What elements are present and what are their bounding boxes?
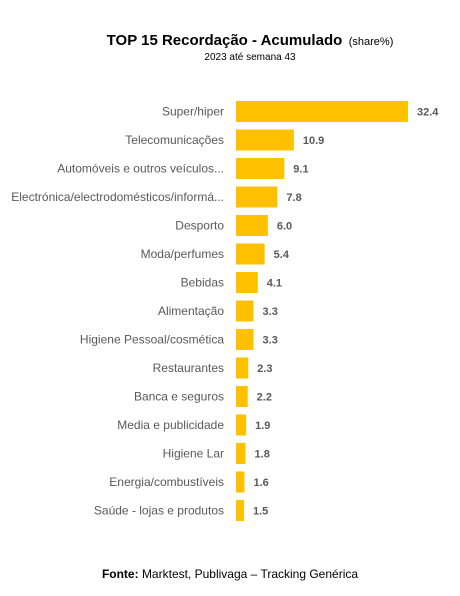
chart-title: TOP 15 Recordação - Acumulado [106,32,343,49]
data-label: 1.8 [255,449,270,461]
bar [236,158,285,179]
data-label: 1.5 [253,506,268,518]
source-note: Fonte: Marktest, Publivaga – Tracking Ge… [0,567,460,581]
data-label: 1.6 [253,477,268,489]
bar [236,215,268,236]
chart-title-unit: (share%) [348,36,394,48]
category-label: Electrónica/electrodomésticos/informá... [11,190,224,204]
data-label: 3.3 [263,306,278,318]
bar [236,243,265,265]
data-label: 6.0 [277,221,292,233]
category-label: Alimentação [158,304,224,318]
category-label: Media e publicidade [117,418,224,432]
bar [236,500,244,521]
data-label: 10.9 [303,135,324,147]
data-label: 32.4 [417,107,439,119]
category-label: Higiene Pessoal/cosmética [80,333,224,347]
source-text: Marktest, Publivaga – Tracking Genérica [141,567,359,581]
category-label: Bebidas [181,276,224,290]
category-label: Saúde - lojas e produtos [94,504,224,518]
category-label: Super/hiper [162,105,224,119]
data-label: 2.2 [257,392,272,404]
chart-title-block: TOP 15 Recordação - Acumulado (share%) [0,32,460,50]
bar [236,357,249,379]
bar [236,443,246,464]
category-label: Telecomunicações [125,133,224,147]
bar [236,186,278,208]
category-label: Desporto [175,219,224,233]
category-label: Restaurantes [153,361,224,375]
data-label: 5.4 [274,249,290,261]
category-label: Automóveis e outros veículos... [57,162,224,176]
data-label: 4.1 [267,278,282,290]
category-label: Banca e seguros [134,390,224,404]
bar [236,129,294,151]
bar [236,386,248,407]
bar [236,101,408,122]
data-label: 9.1 [293,164,308,176]
bar [236,329,254,350]
bar [236,471,245,493]
data-label: 2.3 [257,363,272,375]
data-label: 1.9 [255,420,270,432]
source-label: Fonte: [101,567,139,581]
category-label: Moda/perfumes [141,247,224,261]
category-label: Higiene Lar [163,447,224,461]
bar [236,300,254,322]
data-label: 7.8 [286,192,301,204]
data-label: 3.3 [263,335,278,347]
bar [236,272,258,293]
chart-subtitle: 2023 até semana 43 [204,52,296,63]
category-label: Energia/combustíveis [109,475,224,489]
bar [236,414,247,436]
